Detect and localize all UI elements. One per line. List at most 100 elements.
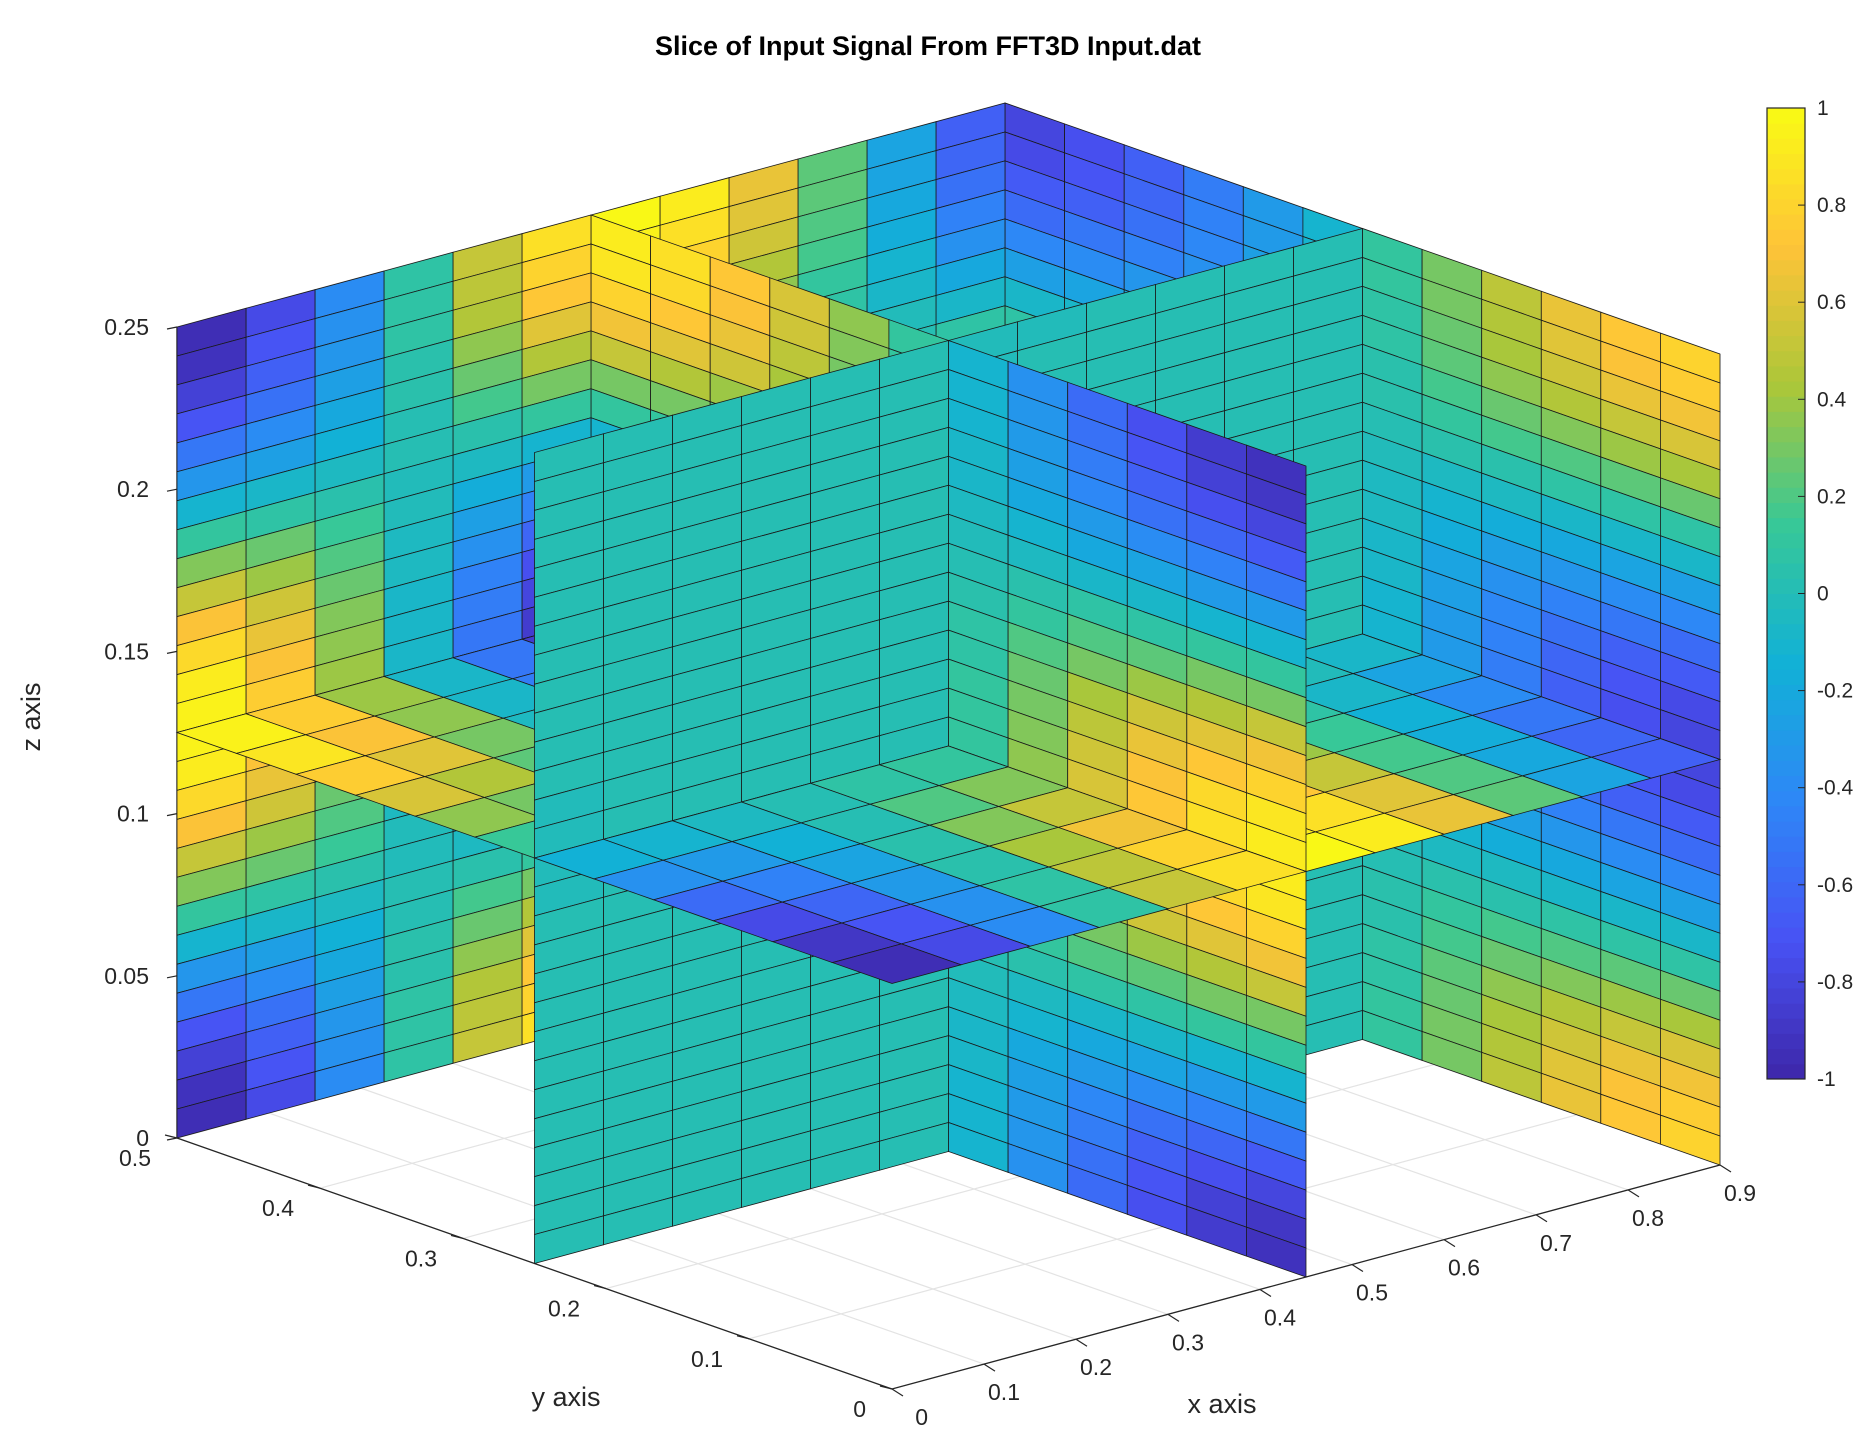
colorbar-band <box>1767 927 1805 943</box>
x-tick-label: 0.8 <box>1632 1205 1664 1231</box>
colorbar-band <box>1767 199 1805 215</box>
y-tick-mark <box>307 1184 321 1189</box>
colorbar-band <box>1767 805 1805 822</box>
x-tick-label: 0.7 <box>1540 1230 1572 1256</box>
colorbar-tick-label: -0.6 <box>1817 874 1853 897</box>
colorbar-tick-label: -0.4 <box>1817 777 1854 800</box>
colorbar-band <box>1767 138 1805 155</box>
x-tick-mark <box>1627 1189 1640 1198</box>
z-tick-label: 0.05 <box>104 963 149 989</box>
y-tick-label: 0.2 <box>548 1296 580 1322</box>
colorbar-tick-label: 0.6 <box>1817 291 1846 314</box>
colorbar-band <box>1767 1048 1805 1065</box>
colorbar-band <box>1767 290 1805 306</box>
x-tick-label: 0.5 <box>1356 1280 1388 1306</box>
colorbar-band <box>1767 714 1805 731</box>
colorbar-band <box>1767 517 1805 534</box>
colorbar-band <box>1767 775 1805 792</box>
colorbar-tick-label: 0.8 <box>1817 194 1846 217</box>
colorbar-band <box>1767 350 1805 367</box>
z-tick-mark <box>166 975 178 979</box>
colorbar-band <box>1767 1033 1805 1050</box>
slice-x-cell <box>1660 1114 1721 1166</box>
colorbar-band <box>1767 381 1805 397</box>
chart-title: Slice of Input Signal From FFT3D Input.d… <box>655 31 1201 61</box>
z-tick-mark <box>166 813 178 817</box>
colorbar-gradient <box>1767 108 1805 1080</box>
colorbar-band <box>1767 365 1805 382</box>
colorbar-band <box>1767 578 1805 594</box>
x-tick-mark <box>1167 1313 1180 1322</box>
x-tick-mark <box>1075 1338 1088 1347</box>
colorbar-band <box>1767 881 1805 898</box>
colorbar-band <box>1767 396 1805 412</box>
colorbar-band <box>1767 639 1805 655</box>
colorbar-band <box>1767 456 1805 473</box>
colorbar-band <box>1767 836 1805 852</box>
colorbar-ticks: -1 -0.8 -0.6 -0.4 -0.2 0 0.2 0.4 0.6 0.8 1 <box>1798 97 1854 1091</box>
colorbar-band <box>1767 426 1805 443</box>
colorbar: -1 -0.8 -0.6 -0.4 -0.2 0 0.2 0.4 0.6 0.8 1 <box>1766 97 1854 1091</box>
colorbar-band <box>1767 866 1805 883</box>
colorbar-band <box>1767 699 1805 716</box>
colorbar-band <box>1767 229 1805 246</box>
y-tick-label: 0.5 <box>119 1145 151 1171</box>
colorbar-band <box>1767 623 1805 640</box>
colorbar-band <box>1767 472 1805 488</box>
z-tick-mark <box>166 326 178 330</box>
colorbar-tick-label: 0.2 <box>1817 485 1846 508</box>
x-tick-mark <box>1719 1164 1732 1173</box>
y-axis-label: y axis <box>531 1382 600 1412</box>
colorbar-band <box>1767 214 1805 230</box>
slice-y-cell <box>534 1215 604 1265</box>
slice-z-cell <box>831 943 963 984</box>
colorbar-tick-label: -0.2 <box>1817 680 1853 703</box>
colorbar-tick-label: 0 <box>1817 583 1829 606</box>
colorbar-band <box>1767 244 1805 261</box>
colorbar-band <box>1767 669 1805 686</box>
x-tick-label: 0 <box>915 1404 928 1430</box>
x-tick-mark <box>983 1363 996 1372</box>
z-tick-label: 0.15 <box>104 638 149 664</box>
x-tick-mark <box>1535 1214 1548 1223</box>
colorbar-band <box>1767 123 1805 139</box>
y-tick-label: 0.3 <box>405 1245 437 1271</box>
slice-y-cell <box>176 1089 247 1139</box>
colorbar-band <box>1767 1003 1805 1019</box>
colorbar-band <box>1767 1063 1805 1080</box>
x-tick-label: 0.4 <box>1264 1304 1296 1330</box>
colorbar-tick-label: -1 <box>1817 1068 1836 1091</box>
colorbar-band <box>1767 441 1805 458</box>
colorbar-tick-label: -0.8 <box>1817 971 1853 994</box>
colorbar-band <box>1767 654 1805 670</box>
x-tick-label: 0.2 <box>1080 1354 1112 1380</box>
colorbar-band <box>1767 487 1805 503</box>
colorbar-band <box>1767 608 1805 625</box>
y-tick-label: 0.4 <box>262 1195 294 1221</box>
x-tick-label: 0.6 <box>1448 1255 1480 1281</box>
z-tick-label: 0.2 <box>117 476 149 502</box>
y-tick-mark <box>593 1285 607 1290</box>
colorbar-band <box>1767 108 1805 124</box>
z-tick-mark <box>166 650 178 654</box>
y-tick-label: 0.1 <box>691 1346 723 1372</box>
colorbar-band <box>1767 896 1805 913</box>
colorbar-band <box>1767 259 1805 276</box>
y-tick-mark <box>879 1385 893 1390</box>
y-tick-mark <box>164 1134 178 1139</box>
colorbar-band <box>1767 593 1805 610</box>
colorbar-band <box>1767 320 1805 337</box>
x-tick-mark <box>1259 1288 1272 1297</box>
colorbar-band <box>1767 957 1805 974</box>
z-tick-label: 0 <box>136 1125 149 1151</box>
x-tick-label: 0.9 <box>1724 1180 1756 1206</box>
y-tick-mark <box>736 1335 750 1340</box>
colorbar-band <box>1767 821 1805 837</box>
slice-x-cell <box>1246 1226 1307 1278</box>
colorbar-tick-label: 1 <box>1817 97 1829 120</box>
colorbar-band <box>1767 942 1805 959</box>
colorbar-band <box>1767 1018 1805 1034</box>
colorbar-band <box>1767 168 1805 185</box>
x-tick-label: 0.1 <box>988 1379 1020 1405</box>
